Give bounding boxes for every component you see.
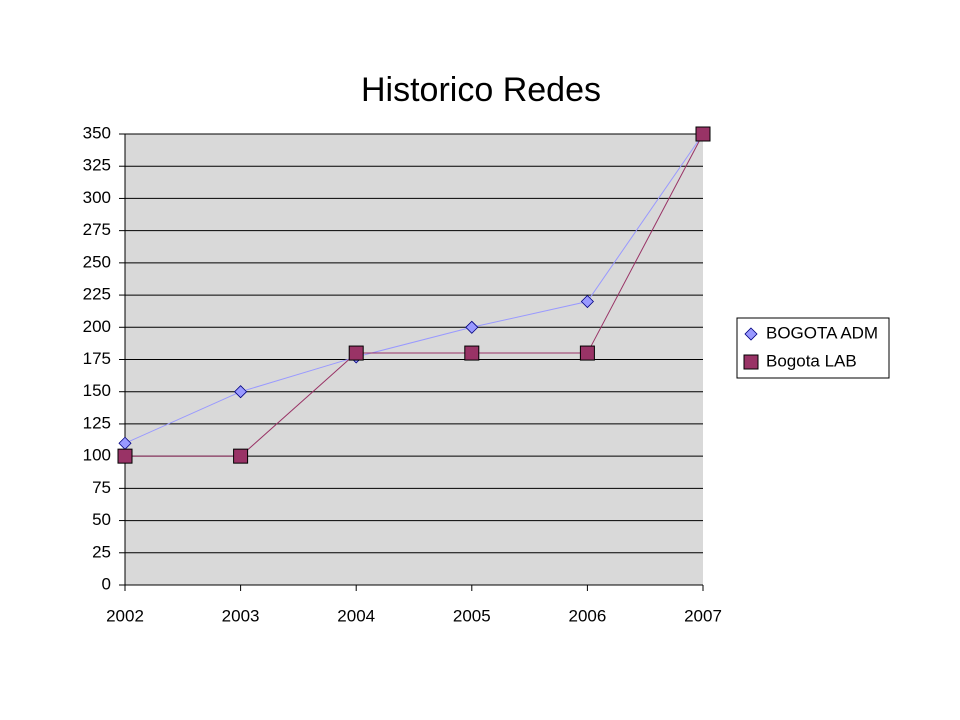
series-line <box>125 133 704 457</box>
marker <box>695 126 711 142</box>
y-tick-label: 250 <box>83 252 111 271</box>
y-tick-label: 200 <box>83 317 111 336</box>
marker <box>117 448 133 464</box>
x-tick-label: 2007 <box>684 606 722 625</box>
y-tick-label: 100 <box>83 446 111 465</box>
y-tick-label: 275 <box>83 220 111 239</box>
y-tick-label: 50 <box>92 510 111 529</box>
legend <box>736 317 890 379</box>
x-tick-label: 2003 <box>222 606 260 625</box>
y-tick-label: 0 <box>102 574 111 593</box>
legend-marker <box>744 327 758 341</box>
y-tick-label: 350 <box>83 123 111 142</box>
marker <box>233 448 249 464</box>
y-tick-label: 175 <box>83 349 111 368</box>
marker <box>464 345 480 361</box>
marker <box>579 345 595 361</box>
y-tick-label: 150 <box>83 381 111 400</box>
y-tick-label: 75 <box>92 478 111 497</box>
legend-label: BOGOTA ADM <box>766 323 878 342</box>
x-tick-label: 2005 <box>453 606 491 625</box>
marker <box>234 385 248 399</box>
chart-title: Historico Redes <box>361 71 601 109</box>
legend-marker <box>743 354 759 370</box>
legend-label: Bogota LAB <box>766 351 857 370</box>
marker <box>465 320 479 334</box>
series-line <box>124 133 704 444</box>
y-tick-label: 125 <box>83 413 111 432</box>
y-tick-label: 300 <box>83 188 111 207</box>
marker <box>348 345 364 361</box>
y-tick-label: 225 <box>83 285 111 304</box>
marker <box>580 294 594 309</box>
y-tick-label: 25 <box>92 542 111 561</box>
x-tick-label: 2002 <box>106 606 144 625</box>
x-tick-label: 2006 <box>568 606 606 625</box>
x-tick-label: 2004 <box>337 606 375 625</box>
y-tick-label: 325 <box>83 156 111 175</box>
